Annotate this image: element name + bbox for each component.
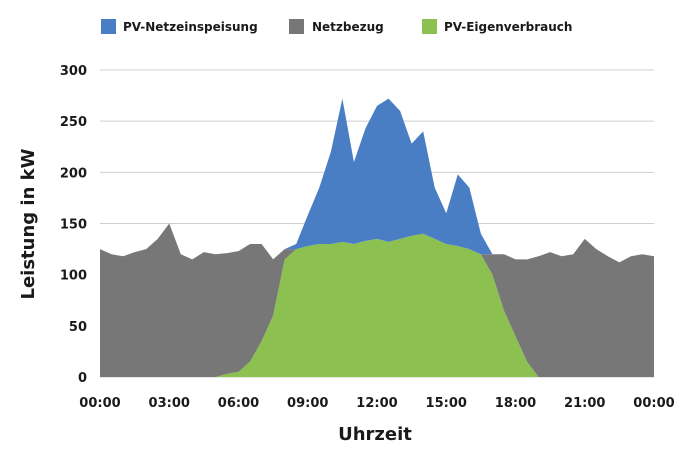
x-tick-label: 03:00	[149, 396, 190, 411]
legend-swatch-pv-eigenverbrauch	[422, 19, 437, 34]
area-pv-netzeinspeisung	[100, 98, 654, 263]
x-tick-label: 00:00	[633, 396, 674, 411]
x-axis-ticks: 00:00 03:00 06:00 09:00 12:00 15:00 18:00 21:00…	[79, 396, 674, 411]
x-tick-label: 15:00	[426, 396, 467, 411]
y-tick-label: 50	[69, 320, 87, 335]
plot-area	[100, 98, 654, 377]
legend-label-pv-eigenverbrauch: PV-Eigenverbrauch	[444, 20, 572, 34]
x-tick-label: 00:00	[79, 396, 120, 411]
x-axis-title: Uhrzeit	[338, 424, 412, 445]
area-pv-eigenverbrauch	[100, 233, 654, 377]
x-tick-label: 18:00	[495, 396, 536, 411]
x-tick-label: 12:00	[356, 396, 397, 411]
y-tick-label: 0	[78, 371, 87, 386]
legend-swatch-netzbezug	[289, 19, 304, 34]
x-tick-label: 06:00	[218, 396, 259, 411]
y-axis-ticks: 0 50 100 150 200 250 300	[60, 64, 87, 386]
y-tick-label: 100	[60, 269, 87, 284]
legend-swatch-pv-netzeinspeisung	[101, 19, 116, 34]
legend-label-pv-netzeinspeisung: PV-Netzeinspeisung	[123, 20, 258, 34]
legend: PV-Netzeinspeisung Netzbezug PV-Eigenver…	[101, 19, 572, 34]
y-tick-label: 200	[60, 166, 87, 181]
x-tick-label: 09:00	[287, 396, 328, 411]
y-tick-label: 300	[60, 64, 87, 79]
y-axis-title: Leistung in kW	[18, 148, 39, 299]
area-netzbezug	[100, 223, 654, 377]
y-tick-label: 250	[60, 115, 87, 130]
legend-label-netzbezug: Netzbezug	[312, 20, 384, 34]
x-tick-label: 21:00	[564, 396, 605, 411]
y-tick-label: 150	[60, 218, 87, 233]
